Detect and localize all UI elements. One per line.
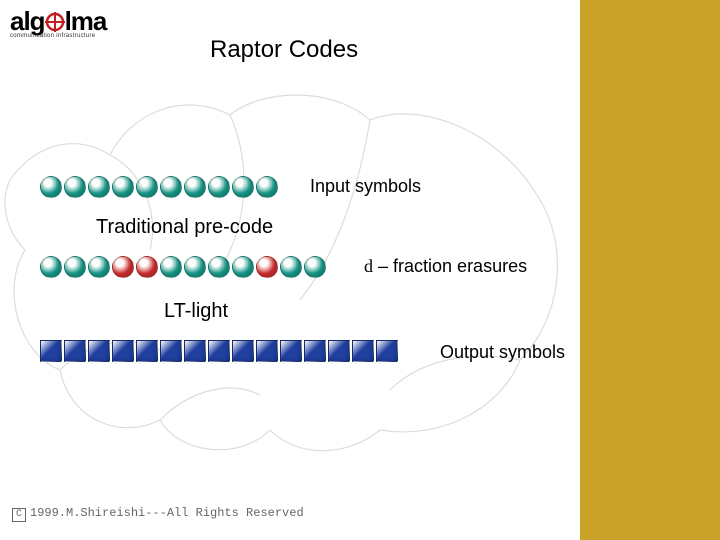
symbol-square	[328, 340, 350, 362]
symbol-circle	[64, 176, 86, 198]
symbol-circle	[136, 256, 158, 278]
symbol-square	[280, 340, 302, 362]
symbol-circle	[208, 256, 230, 278]
symbol-square	[256, 340, 278, 362]
symbol-square	[232, 340, 254, 362]
symbol-circle	[88, 256, 110, 278]
symbol-square	[160, 340, 182, 362]
lt-light-label: LT-light	[164, 300, 228, 323]
symbol-circle	[112, 176, 134, 198]
symbol-circle	[40, 176, 62, 198]
copyright-footer: C 1999.M.Shireishi---All Rights Reserved	[12, 506, 304, 522]
symbol-circle	[256, 256, 278, 278]
copyright-icon: C	[12, 508, 26, 522]
input-symbols-label: Input symbols	[310, 176, 421, 197]
precode-label: Traditional pre-code	[96, 216, 273, 239]
symbol-square	[208, 340, 230, 362]
diagram-content: Input symbols Traditional pre-code d – f…	[0, 0, 720, 540]
input-symbols-row	[40, 176, 278, 198]
symbol-circle	[184, 176, 206, 198]
symbol-square	[64, 340, 86, 362]
symbol-square	[376, 340, 398, 362]
symbol-circle	[208, 176, 230, 198]
symbol-circle	[304, 256, 326, 278]
erasure-label: d – fraction erasures	[364, 256, 527, 277]
symbol-circle	[112, 256, 134, 278]
symbol-circle	[88, 176, 110, 198]
symbol-circle	[64, 256, 86, 278]
symbol-circle	[136, 176, 158, 198]
symbol-square	[304, 340, 326, 362]
erasure-symbols-row	[40, 256, 326, 278]
symbol-circle	[40, 256, 62, 278]
symbol-circle	[232, 256, 254, 278]
symbol-square	[352, 340, 374, 362]
symbol-square	[184, 340, 206, 362]
delta-symbol: d	[364, 256, 373, 276]
symbol-circle	[280, 256, 302, 278]
symbol-circle	[256, 176, 278, 198]
symbol-circle	[160, 176, 182, 198]
symbol-square	[136, 340, 158, 362]
erasure-text: – fraction erasures	[378, 256, 527, 276]
symbol-circle	[184, 256, 206, 278]
copyright-text: 1999.M.Shireishi---All Rights Reserved	[30, 506, 304, 520]
output-symbols-row	[40, 340, 398, 362]
symbol-circle	[232, 176, 254, 198]
symbol-square	[112, 340, 134, 362]
symbol-circle	[160, 256, 182, 278]
output-symbols-label: Output symbols	[440, 342, 565, 363]
symbol-square	[88, 340, 110, 362]
symbol-square	[40, 340, 62, 362]
